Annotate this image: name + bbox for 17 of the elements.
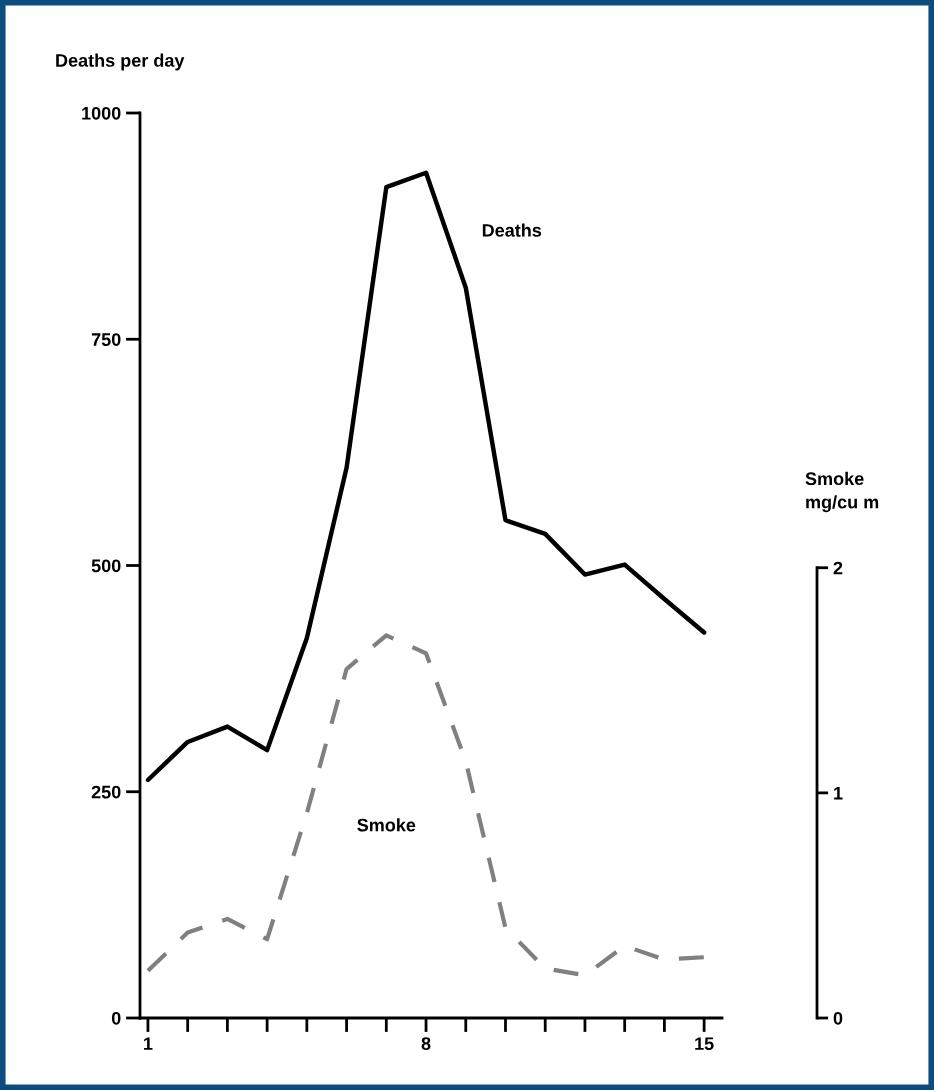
x-tick-label: 15 [695,1037,714,1051]
x-tick-label: 1 [144,1037,153,1050]
y2-tick-label: 0 [833,1011,843,1025]
line-series [145,633,707,978]
line-series [145,170,707,783]
y-tick-label: 1000 [82,106,121,120]
x-tick-label: 8 [421,1037,431,1051]
y-tick-label: 500 [91,559,121,573]
y-tick-label: 250 [91,785,121,799]
y-tick-label: 0 [111,1011,121,1025]
series-label: Deaths [482,223,542,237]
y-tick-label: 750 [91,333,121,346]
y2-tick-label: 2 [833,561,843,575]
y-axis-title: Deaths per day [56,53,185,71]
y2-tick-label: 1 [834,787,843,800]
y2-axis-title: Smoke mg/cu m [805,471,879,513]
text: Smoke [357,818,416,832]
